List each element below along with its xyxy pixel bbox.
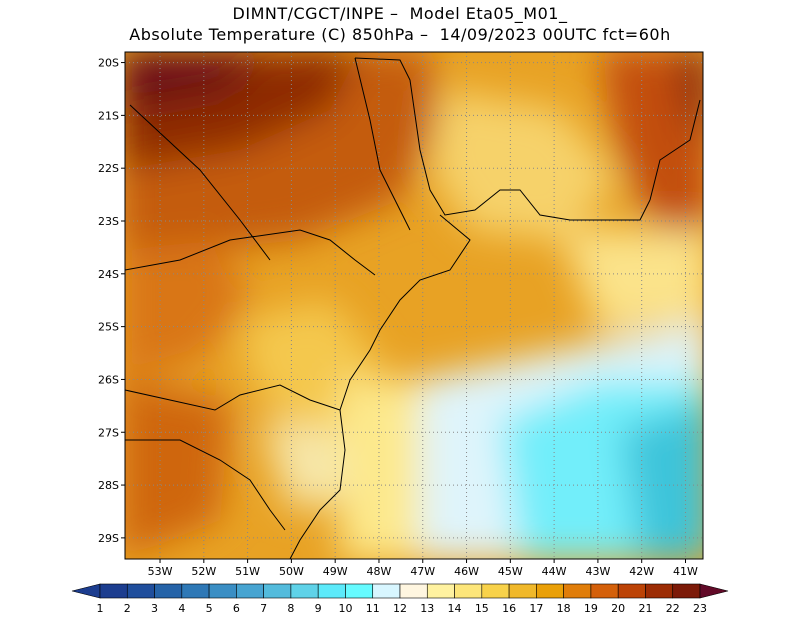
lon-tick-label: 48W <box>367 565 392 578</box>
lat-tick-label: 23S <box>98 215 119 228</box>
colorbar-swatch <box>126 583 155 599</box>
colorbar-label: 19 <box>584 602 598 615</box>
colorbar: 1 2 3 4 5 6 7 8 9 10 11 12 13 14 15 16 17 18 19 20 21 22 23 <box>71 583 729 615</box>
lat-tick-label: 20S <box>98 57 119 70</box>
lat-tick-label: 27S <box>98 426 119 439</box>
title-line-2: Absolute Temperature (C) 850hPa – 14/09/… <box>129 25 671 44</box>
coastline-borders <box>125 57 701 559</box>
lat-tick-label: 29S <box>98 532 119 545</box>
lon-tick-label: 53W <box>148 565 173 578</box>
temperature-field <box>125 52 703 559</box>
lat-tick-label: 28S <box>98 479 119 492</box>
colorbar-swatch <box>263 583 292 599</box>
colorbar-swatch <box>345 583 374 599</box>
colorbar-label: 2 <box>124 602 131 615</box>
colorbar-swatch <box>454 583 483 599</box>
colorbar-label: 7 <box>260 602 267 615</box>
lon-tick-label: 45W <box>498 565 523 578</box>
colorbar-label: 15 <box>475 602 489 615</box>
colorbar-swatch <box>481 583 510 599</box>
colorbar-swatch <box>617 583 646 599</box>
lon-tick-label: 44W <box>542 565 567 578</box>
colorbar-label: 12 <box>393 602 407 615</box>
lon-tick-label: 47W <box>410 565 435 578</box>
colorbar-swatch <box>317 583 346 599</box>
colorbar-swatch <box>563 583 592 599</box>
colorbar-label: 1 <box>97 602 104 615</box>
graticule <box>125 52 703 559</box>
lon-tick-label: 51W <box>235 565 260 578</box>
plot-frame <box>124 51 704 560</box>
longitude-axis: 53W 52W 51W 50W 49W 48W 47W 46W 45W 44W 43W 42W 41W <box>148 559 698 578</box>
colorbar-swatch <box>672 583 701 599</box>
colorbar-label: 16 <box>502 602 516 615</box>
colorbar-label: 11 <box>366 602 380 615</box>
colorbar-swatch <box>590 583 619 599</box>
colorbar-swatch <box>236 583 264 599</box>
lon-tick-label: 50W <box>279 565 304 578</box>
colorbar-label: 8 <box>287 602 294 615</box>
colorbar-swatch <box>508 583 537 599</box>
lon-tick-label: 43W <box>585 565 610 578</box>
colorbar-label: 18 <box>557 602 571 615</box>
colorbar-label: 6 <box>233 602 240 615</box>
lon-tick-label: 49W <box>323 565 348 578</box>
lon-tick-label: 42W <box>629 565 654 578</box>
latitude-axis: 20S 21S 22S 23S 24S 25S 26S 27S 28S 29S <box>98 57 125 545</box>
colorbar-label: 9 <box>315 602 322 615</box>
colorbar-label: 5 <box>206 602 213 615</box>
colorbar-label: 22 <box>666 602 680 615</box>
colorbar-swatch <box>645 583 674 599</box>
colorbar-swatch <box>99 583 128 599</box>
colorbar-swatch <box>536 583 564 599</box>
colorbar-label: 17 <box>529 602 543 615</box>
colorbar-label: 3 <box>151 602 158 615</box>
colorbar-high-arrow <box>699 583 729 599</box>
colorbar-swatch <box>426 583 455 599</box>
title-line-1: DIMNT/CGCT/INPE – Model Eta05_M01_ <box>232 4 568 23</box>
lat-tick-label: 26S <box>98 373 119 386</box>
colorbar-label: 23 <box>693 602 707 615</box>
lat-tick-label: 24S <box>98 268 119 281</box>
colorbar-swatch <box>154 583 183 599</box>
colorbar-label: 4 <box>178 602 185 615</box>
colorbar-label: 20 <box>611 602 625 615</box>
lon-tick-label: 46W <box>454 565 479 578</box>
lat-tick-label: 22S <box>98 162 119 175</box>
lon-tick-label: 41W <box>673 565 698 578</box>
lat-tick-label: 25S <box>98 321 119 334</box>
colorbar-swatch <box>208 583 237 599</box>
colorbar-swatch <box>181 583 210 599</box>
colorbar-label: 13 <box>420 602 434 615</box>
colorbar-label: 14 <box>448 602 462 615</box>
colorbar-label: 21 <box>638 602 652 615</box>
colorbar-swatch <box>399 583 428 599</box>
colorbar-swatch <box>372 583 401 599</box>
colorbar-label: 10 <box>338 602 352 615</box>
colorbar-swatch <box>290 583 319 599</box>
colorbar-low-arrow <box>71 583 101 599</box>
lon-tick-label: 52W <box>191 565 216 578</box>
lat-tick-label: 21S <box>98 109 119 122</box>
